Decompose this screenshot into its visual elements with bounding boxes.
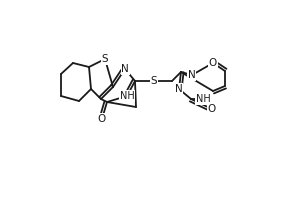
Text: N: N	[121, 64, 129, 74]
Text: O: O	[98, 114, 106, 124]
Text: N: N	[175, 84, 183, 94]
Text: N: N	[188, 70, 196, 80]
Text: NH: NH	[120, 91, 134, 101]
Text: S: S	[102, 54, 108, 64]
Text: O: O	[208, 104, 216, 114]
Text: O: O	[209, 58, 217, 68]
Text: S: S	[151, 76, 157, 86]
Text: NH: NH	[196, 94, 210, 104]
